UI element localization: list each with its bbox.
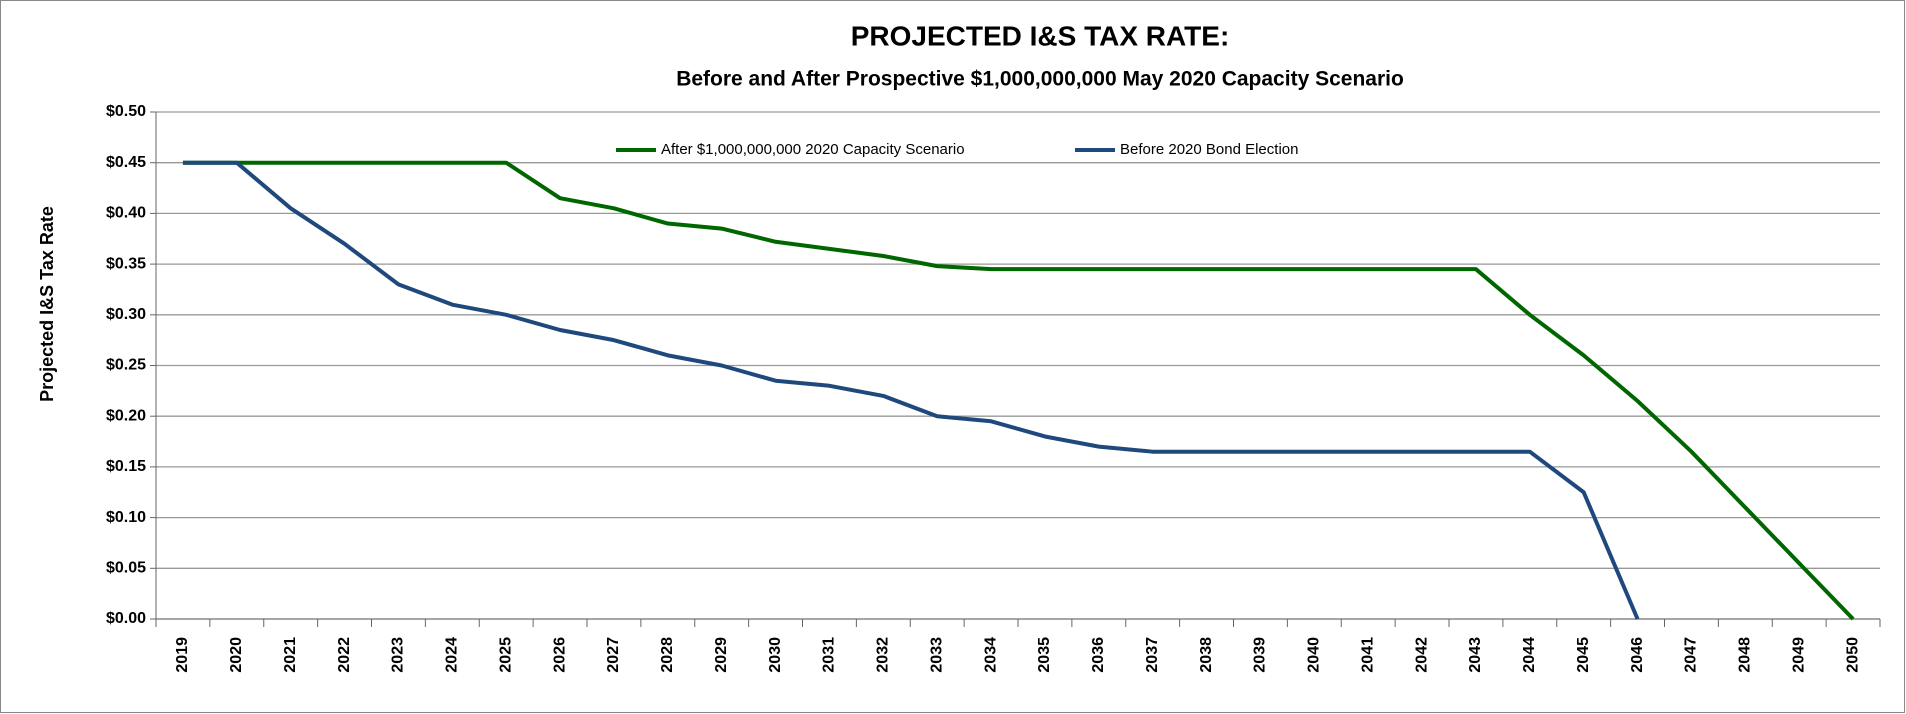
x-tick-label: 2043: [1467, 637, 1484, 673]
x-tick-label: 2023: [390, 637, 407, 673]
x-tick-label: 2047: [1683, 637, 1700, 673]
y-tick-label: $0.35: [106, 255, 146, 272]
x-tick-label: 2024: [444, 637, 461, 673]
x-tick-label: 2028: [659, 637, 676, 673]
legend-label: Before 2020 Bond Election: [1120, 141, 1298, 158]
x-tick-label: 2042: [1413, 637, 1430, 673]
x-tick-label: 2036: [1090, 637, 1107, 673]
x-tick-label: 2029: [713, 637, 730, 673]
x-tick-label: 2039: [1252, 637, 1269, 673]
x-tick-label: 2030: [767, 637, 784, 673]
x-tick-label: 2019: [174, 637, 191, 673]
x-tick-label: 2041: [1359, 637, 1376, 673]
x-tick-label: 2020: [228, 637, 245, 673]
y-tick-label: $0.05: [106, 560, 146, 577]
y-axis-label: Projected I&S Tax Rate: [37, 206, 57, 402]
y-tick-label: $0.20: [106, 407, 146, 424]
y-tick-label: $0.00: [106, 610, 146, 627]
x-tick-label: 2027: [605, 637, 622, 673]
x-tick-label: 2026: [551, 637, 568, 673]
x-tick-label: 2032: [875, 637, 892, 673]
y-tick-label: $0.30: [106, 306, 146, 323]
y-tick-label: $0.40: [106, 205, 146, 222]
x-tick-label: 2021: [282, 637, 299, 673]
y-tick-label: $0.50: [106, 103, 146, 120]
x-tick-label: 2034: [982, 637, 999, 673]
chart-subtitle: Before and After Prospective $1,000,000,…: [676, 68, 1404, 91]
series-line: [182, 160, 1640, 620]
x-tick-label: 2045: [1575, 637, 1592, 673]
x-tick-label: 2025: [497, 637, 514, 673]
x-tick-label: 2038: [1198, 637, 1215, 673]
x-tick-label: 2035: [1036, 637, 1053, 673]
x-tick-label: 2049: [1790, 637, 1807, 673]
y-tick-label: $0.25: [106, 357, 146, 374]
y-tick-label: $0.10: [106, 509, 146, 526]
chart-title: PROJECTED I&S TAX RATE:: [851, 20, 1230, 51]
x-tick-label: 2033: [928, 637, 945, 673]
x-tick-label: 2046: [1629, 637, 1646, 673]
x-tick-label: 2050: [1844, 637, 1861, 673]
x-tick-label: 2040: [1306, 637, 1323, 673]
x-tick-label: 2037: [1144, 637, 1161, 673]
x-tick-label: 2022: [336, 637, 353, 673]
x-tick-label: 2031: [821, 637, 838, 673]
x-tick-label: 2044: [1521, 637, 1538, 673]
y-tick-label: $0.45: [106, 154, 146, 171]
legend-label: After $1,000,000,000 2020 Capacity Scena…: [661, 141, 965, 158]
x-tick-label: 2048: [1737, 637, 1754, 673]
series-line: [182, 160, 1855, 621]
y-tick-label: $0.15: [106, 458, 146, 475]
